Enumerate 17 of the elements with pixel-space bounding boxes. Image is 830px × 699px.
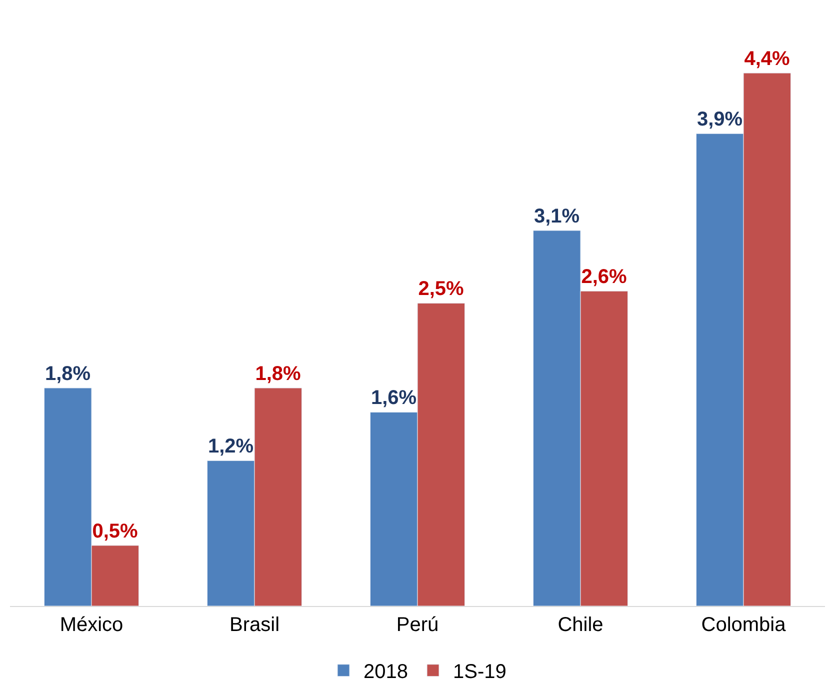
x-tick-label: Chile — [558, 614, 604, 636]
legend-label: 1S-19 — [453, 661, 506, 684]
x-tick-label: Perú — [396, 614, 439, 636]
data-label: 3,9% — [696, 108, 743, 131]
x-tick-label: Brasil — [229, 614, 280, 636]
data-label: 1,8% — [255, 362, 302, 385]
data-label: 1,6% — [370, 387, 417, 410]
data-label: 3,1% — [534, 206, 580, 228]
x-tick-label: México — [60, 614, 124, 636]
data-label: 1,2% — [208, 436, 254, 458]
data-label: 4,4% — [744, 48, 790, 70]
data-label: 1,8% — [44, 362, 91, 385]
x-tick-label: Colombia — [701, 614, 787, 636]
legend-label: 2018 — [364, 661, 408, 684]
data-label: 2,5% — [418, 278, 464, 300]
data-label: 2,6% — [581, 266, 628, 288]
data-label: 0,5% — [92, 520, 138, 542]
